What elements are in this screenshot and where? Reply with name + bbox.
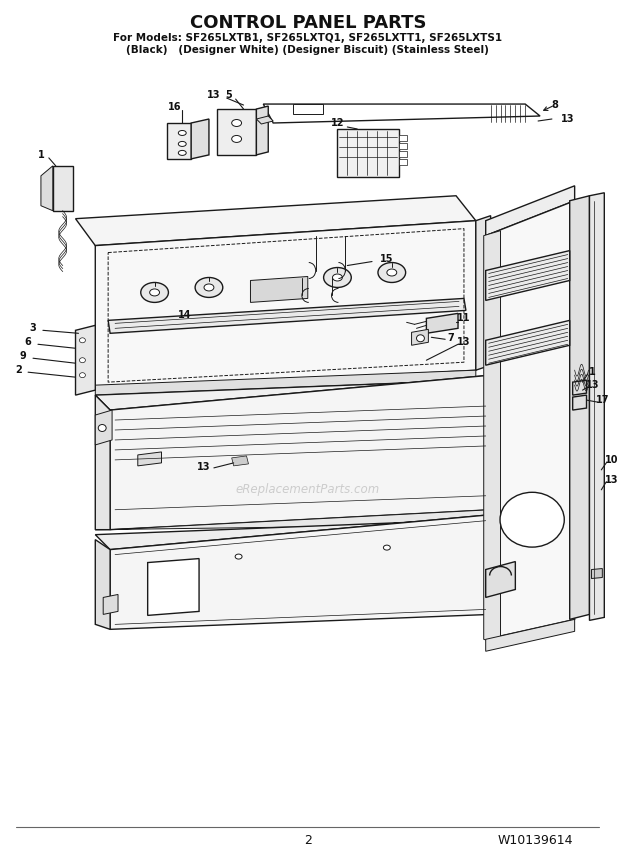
Polygon shape	[95, 221, 476, 390]
Polygon shape	[110, 514, 490, 629]
Text: 16: 16	[167, 102, 181, 112]
Ellipse shape	[232, 120, 242, 127]
Polygon shape	[399, 135, 407, 141]
Text: 2: 2	[15, 366, 22, 375]
Polygon shape	[399, 159, 407, 165]
Polygon shape	[337, 129, 399, 177]
Polygon shape	[103, 594, 118, 615]
Text: 9: 9	[20, 351, 27, 361]
Polygon shape	[399, 151, 407, 157]
Polygon shape	[412, 330, 428, 345]
Polygon shape	[485, 186, 575, 235]
Text: 3: 3	[30, 324, 37, 333]
Ellipse shape	[204, 284, 214, 291]
Polygon shape	[485, 251, 570, 300]
Polygon shape	[76, 196, 476, 246]
Polygon shape	[573, 380, 587, 395]
Text: 1: 1	[38, 150, 44, 160]
Text: 7: 7	[448, 333, 454, 343]
Text: 13: 13	[604, 475, 618, 484]
Ellipse shape	[500, 492, 564, 547]
Text: 11: 11	[457, 313, 471, 324]
Ellipse shape	[79, 338, 86, 342]
Polygon shape	[264, 104, 540, 123]
Polygon shape	[217, 109, 257, 155]
Polygon shape	[95, 509, 490, 530]
Text: 5: 5	[225, 90, 232, 100]
Ellipse shape	[149, 289, 159, 296]
Polygon shape	[573, 395, 587, 410]
Ellipse shape	[235, 554, 242, 559]
Polygon shape	[257, 106, 268, 155]
Ellipse shape	[232, 135, 242, 142]
Text: eReplacementParts.com: eReplacementParts.com	[236, 484, 380, 496]
Polygon shape	[257, 116, 273, 124]
Polygon shape	[590, 193, 604, 621]
Polygon shape	[95, 375, 490, 410]
Text: 2: 2	[304, 834, 312, 847]
Text: CONTROL PANEL PARTS: CONTROL PANEL PARTS	[190, 15, 426, 33]
Text: W10139614: W10139614	[497, 834, 573, 847]
Text: 14: 14	[177, 311, 191, 320]
Ellipse shape	[79, 372, 86, 377]
Ellipse shape	[141, 282, 169, 302]
Polygon shape	[53, 166, 73, 211]
Text: 13: 13	[586, 380, 599, 390]
Polygon shape	[484, 230, 500, 645]
Text: 13: 13	[207, 90, 221, 100]
Polygon shape	[476, 216, 490, 370]
Text: 13: 13	[561, 114, 575, 124]
Polygon shape	[191, 119, 209, 159]
Ellipse shape	[195, 277, 223, 297]
Polygon shape	[399, 143, 407, 149]
Ellipse shape	[98, 425, 106, 431]
Text: 6: 6	[25, 337, 32, 348]
Polygon shape	[108, 299, 466, 333]
Text: 13: 13	[197, 462, 211, 472]
Text: (Black)   (Designer White) (Designer Biscuit) (Stainless Steel): (Black) (Designer White) (Designer Biscu…	[126, 45, 489, 56]
Polygon shape	[41, 166, 53, 211]
Ellipse shape	[179, 130, 186, 135]
Text: 1: 1	[589, 367, 596, 377]
Text: 10: 10	[604, 455, 618, 465]
Polygon shape	[138, 452, 161, 466]
Polygon shape	[95, 539, 110, 629]
Polygon shape	[95, 370, 476, 395]
Text: 13: 13	[457, 337, 471, 348]
Text: 12: 12	[330, 118, 344, 128]
Ellipse shape	[387, 269, 397, 276]
Polygon shape	[95, 395, 110, 530]
Text: 15: 15	[380, 253, 394, 264]
Polygon shape	[591, 568, 602, 579]
Ellipse shape	[332, 274, 342, 281]
Polygon shape	[427, 313, 458, 333]
Ellipse shape	[383, 545, 391, 550]
Text: 8: 8	[551, 100, 559, 110]
Polygon shape	[485, 562, 515, 597]
Polygon shape	[95, 514, 490, 550]
Polygon shape	[95, 410, 112, 445]
Text: 17: 17	[596, 395, 609, 405]
Polygon shape	[250, 276, 308, 302]
Ellipse shape	[378, 263, 405, 282]
Polygon shape	[485, 620, 575, 651]
Ellipse shape	[417, 335, 425, 342]
Polygon shape	[76, 325, 95, 395]
Polygon shape	[110, 375, 490, 530]
Ellipse shape	[179, 151, 186, 156]
Polygon shape	[167, 123, 191, 159]
Ellipse shape	[179, 141, 186, 146]
Ellipse shape	[324, 268, 352, 288]
Polygon shape	[485, 320, 570, 366]
Text: For Models: SF265LXTB1, SF265LXTQ1, SF265LXTT1, SF265LXTS1: For Models: SF265LXTB1, SF265LXTQ1, SF26…	[113, 33, 502, 44]
Polygon shape	[232, 456, 249, 466]
Polygon shape	[570, 196, 590, 620]
Polygon shape	[485, 201, 575, 639]
Polygon shape	[293, 104, 322, 114]
Ellipse shape	[79, 358, 86, 363]
Polygon shape	[148, 559, 199, 615]
